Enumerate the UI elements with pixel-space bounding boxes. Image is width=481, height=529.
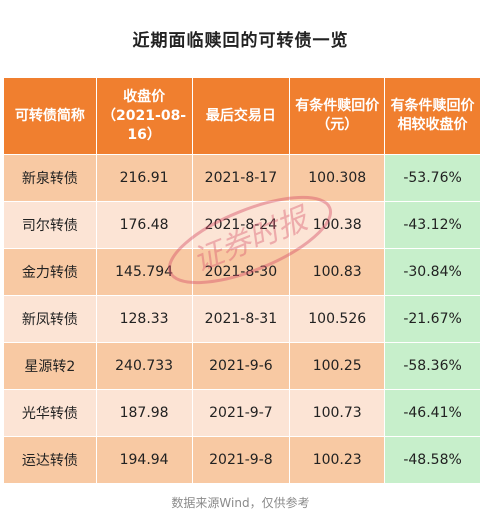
convertible-bond-table: 可转债简称 收盘价（2021-08-16） 最后交易日 有条件赎回价（元） 有条…	[3, 77, 481, 484]
redeem-price: 100.23	[289, 436, 386, 484]
close-price: 145.794	[95, 248, 193, 296]
header-bond-name: 可转债简称	[3, 77, 97, 155]
redeem-vs-close: -46.41%	[384, 389, 481, 437]
table-title: 近期面临赎回的可转债一览	[132, 31, 349, 51]
header-close-price: 收盘价（2021-08-16）	[95, 77, 193, 155]
redeem-price: 100.83	[289, 248, 386, 296]
bond-name: 新泉转债	[3, 154, 97, 202]
close-price: 194.94	[95, 436, 193, 484]
table-row: 运达转债 194.94 2021-9-8 100.23 -48.58%	[3, 436, 481, 484]
bond-name: 星源转2	[3, 342, 97, 390]
redeem-price: 100.73	[289, 389, 386, 437]
last-trade-day: 2021-9-8	[191, 436, 291, 484]
table-row: 星源转2 240.733 2021-9-6 100.25 -58.36%	[3, 342, 481, 390]
redeem-vs-close: -58.36%	[384, 342, 481, 390]
redeem-price: 100.38	[289, 201, 386, 249]
last-trade-day: 2021-8-31	[191, 295, 291, 343]
bond-name: 运达转债	[3, 436, 97, 484]
bond-name: 光华转债	[3, 389, 97, 437]
last-trade-day: 2021-9-6	[191, 342, 291, 390]
table-row: 司尔转债 176.48 2021-8-24 100.38 -43.12%	[3, 201, 481, 249]
redeem-vs-close: -21.67%	[384, 295, 481, 343]
header-redeem-vs-close: 有条件赎回价相较收盘价	[384, 77, 481, 155]
bond-name: 司尔转债	[3, 201, 97, 249]
data-source-note: 数据来源Wind，仅供参考	[171, 496, 310, 510]
table-row: 金力转债 145.794 2021-8-30 100.83 -30.84%	[3, 248, 481, 296]
redeem-price: 100.526	[289, 295, 386, 343]
close-price: 240.733	[95, 342, 193, 390]
header-redeem-price: 有条件赎回价（元）	[289, 77, 386, 155]
redeem-price: 100.308	[289, 154, 386, 202]
bond-name: 金力转债	[3, 248, 97, 296]
table-row: 新泉转债 216.91 2021-8-17 100.308 -53.76%	[3, 154, 481, 202]
close-price: 128.33	[95, 295, 193, 343]
last-trade-day: 2021-8-17	[191, 154, 291, 202]
last-trade-day: 2021-9-7	[191, 389, 291, 437]
redeem-vs-close: -53.76%	[384, 154, 481, 202]
table-row: 新凤转债 128.33 2021-8-31 100.526 -21.67%	[3, 295, 481, 343]
bond-name: 新凤转债	[3, 295, 97, 343]
header-last-trade-day: 最后交易日	[191, 77, 291, 155]
header-row: 可转债简称 收盘价（2021-08-16） 最后交易日 有条件赎回价（元） 有条…	[3, 77, 481, 155]
redeem-vs-close: -30.84%	[384, 248, 481, 296]
last-trade-day: 2021-8-30	[191, 248, 291, 296]
redeem-vs-close: -48.58%	[384, 436, 481, 484]
table-row: 光华转债 187.98 2021-9-7 100.73 -46.41%	[3, 389, 481, 437]
redeem-vs-close: -43.12%	[384, 201, 481, 249]
close-price: 187.98	[95, 389, 193, 437]
close-price: 216.91	[95, 154, 193, 202]
close-price: 176.48	[95, 201, 193, 249]
redeem-price: 100.25	[289, 342, 386, 390]
last-trade-day: 2021-8-24	[191, 201, 291, 249]
